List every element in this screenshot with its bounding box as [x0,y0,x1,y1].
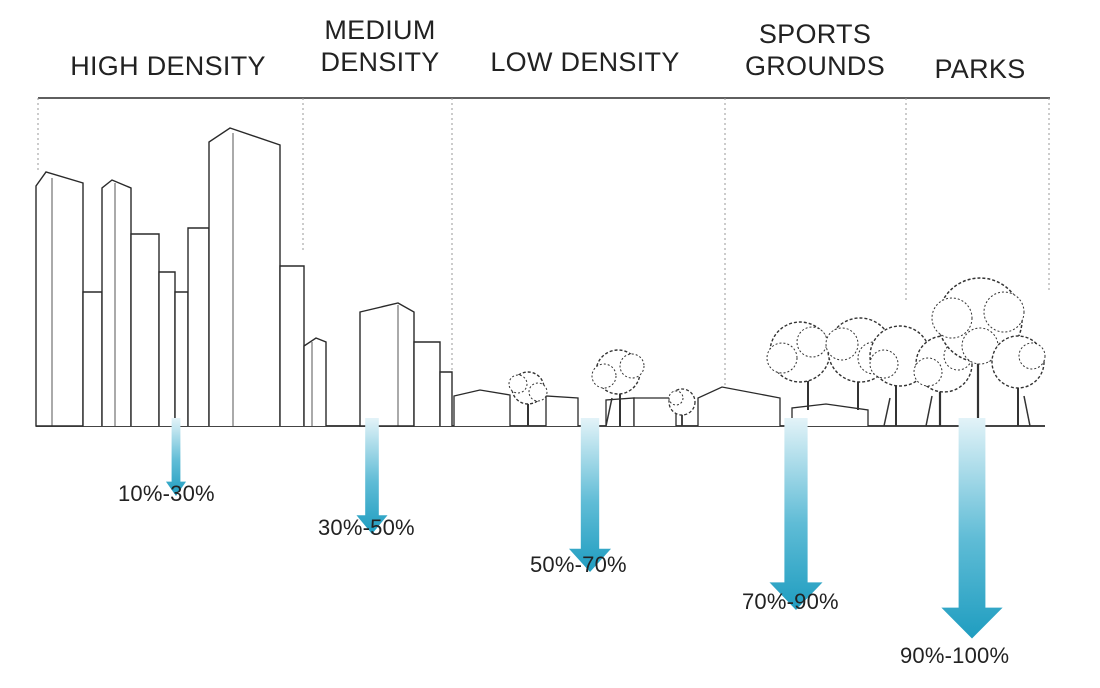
infiltration-arrow-high-density [165,418,187,496]
high-rise-building-4 [130,233,160,426]
trees [508,277,1046,427]
high-rise-building-8 [208,127,281,426]
zone-label-line: PARKS [934,54,1026,84]
house-5 [697,386,781,426]
high-rise-building-10 [303,337,327,426]
zone-label-low-density: LOW DENSITY [480,46,690,78]
zone-label-line: MEDIUM [324,15,436,45]
house-1 [453,389,511,426]
infiltration-range-parks: 90%-100% [900,643,1010,668]
medium-density-buildings [359,302,453,427]
zone-label-line: HIGH DENSITY [70,51,266,81]
infiltration-arrow-parks [941,418,1003,639]
infiltration-arrows [165,418,1003,639]
infiltration-range-high-density: 10%-30% [118,481,215,506]
high-rise-building-1 [35,171,84,427]
tree-icon [991,335,1046,427]
high-rise-building-5 [158,271,176,426]
tree-icon [668,388,696,426]
mid-rise-building-3 [439,371,453,426]
infiltration-range-medium-density: 30%-50% [318,515,415,540]
high-rise-building-3 [101,179,132,426]
zone-label-line: GROUNDS [744,51,886,81]
zone-label-medium-density: MEDIUM DENSITY [305,14,455,78]
sports-pavilion [791,403,869,426]
zone-label-sports-grounds: SPORTS GROUNDS [735,18,895,82]
tree-icon [766,321,831,410]
tree-icon [931,277,1025,426]
infiltration-range-sports-grounds: 70%-90% [742,589,839,614]
zone-label-high-density: HIGH DENSITY [58,50,278,82]
tree-icon [591,349,645,427]
zone-label-line: LOW DENSITY [490,47,680,77]
high-rise-building-9 [279,265,305,426]
infiltration-arrow-medium-density [356,418,388,534]
high-rise-building-2 [82,291,103,426]
zone-label-parks: PARKS [920,53,1040,85]
infiltration-range-low-density: 50%-70% [530,552,627,577]
low-density-houses [453,386,781,426]
zone-header-frame [37,97,1050,395]
mid-rise-building-2 [413,341,441,426]
infiltration-arrow-sports-grounds [769,418,823,610]
high-rise-building-6 [174,291,189,426]
house-2 [545,395,579,426]
zone-label-line: SPORTS [758,19,872,49]
high-density-buildings [35,127,327,427]
tree-icon [508,371,548,426]
zone-label-line: DENSITY [320,47,440,77]
mid-rise-building-1 [359,302,415,427]
high-rise-building-7 [187,227,210,426]
pavilion-building [791,403,869,426]
infiltration-arrow-low-density [568,418,612,572]
